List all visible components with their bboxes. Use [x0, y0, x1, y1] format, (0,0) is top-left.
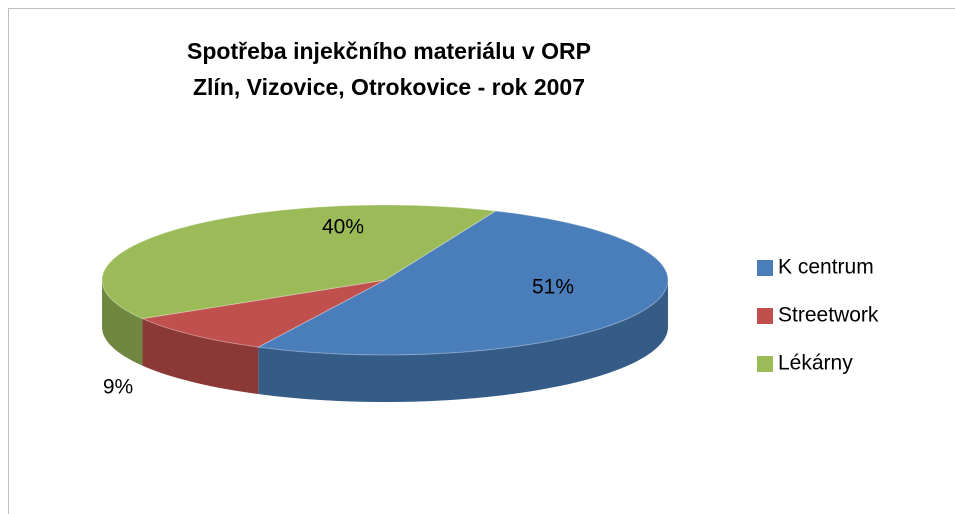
pie-slice [256, 210, 669, 356]
legend-swatch [757, 260, 773, 276]
pie-slice-side [102, 280, 143, 366]
pie-slice-side [258, 280, 668, 402]
legend-swatch [757, 308, 773, 324]
data-label: 51% [532, 276, 574, 299]
pie-slice-side-shade [258, 280, 668, 402]
chart-title: Zlín, Vizovice, Otrokovice - rok 2007 [193, 74, 585, 100]
pie-slice-side [142, 318, 259, 395]
chart-title: Spotřeba injekčního materiálu v ORP [187, 38, 591, 64]
data-label: 9% [103, 376, 133, 399]
legend-label: Streetwork [778, 304, 879, 327]
data-label: 40% [322, 216, 364, 239]
pie-slice [140, 279, 386, 348]
pie-slice [101, 204, 498, 320]
legend-swatch [757, 356, 773, 372]
legend-label: Lékárny [778, 352, 853, 375]
pie-slice-side-shade [102, 280, 143, 366]
pie-slice-side-shade [142, 318, 259, 395]
legend-label: K centrum [778, 256, 874, 279]
